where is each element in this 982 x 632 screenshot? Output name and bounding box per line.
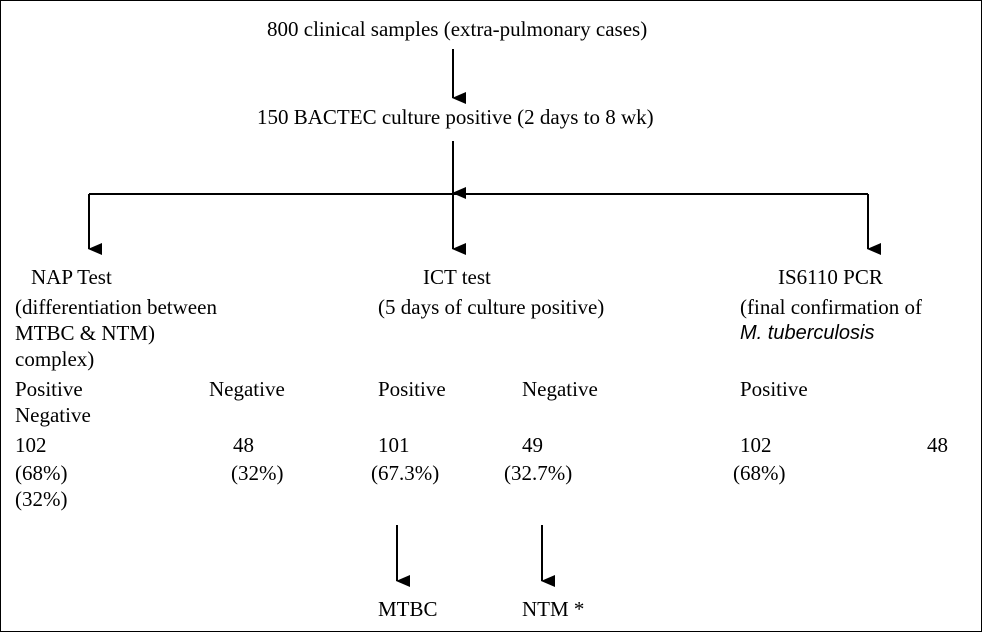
- ict-positive-pct: (67.3%): [371, 461, 440, 485]
- nap-negative-label: Negative: [209, 377, 285, 401]
- nap-positive-label: Positive: [15, 377, 83, 401]
- pcr-positive-pct: (68%): [733, 461, 786, 485]
- pcr-desc-organism: M. tuberculosis: [740, 322, 875, 344]
- nap-desc-line3: MTBC & NTM): [15, 321, 156, 345]
- nap-positive-pct: (68%): [15, 461, 68, 485]
- pcr-negative-count: 48: [927, 433, 948, 457]
- pcr-positive-count: 102: [740, 433, 772, 457]
- nap-desc-line4: complex): [15, 347, 95, 371]
- nap-title: NAP Test: [31, 265, 112, 289]
- ict-positive-count: 101: [378, 433, 410, 457]
- nap-positive-count: 102: [15, 433, 47, 457]
- title-samples: 800 clinical samples (extra-pulmonary ca…: [267, 17, 648, 41]
- nap-negative-count: 48: [233, 433, 254, 457]
- ict-desc: (5 days of culture positive): [378, 295, 605, 319]
- nap-negative-pct-wrap: (32%): [15, 487, 68, 511]
- ict-positive-label: Positive: [378, 377, 446, 401]
- nap-negative-label-wrap: Negative: [15, 403, 91, 427]
- nap-negative-pct: (32%): [231, 461, 284, 485]
- pcr-desc-line2: (final confirmation of: [740, 295, 922, 319]
- nap-desc-line2: (differentiation between: [15, 295, 217, 319]
- pcr-positive-label: Positive: [740, 377, 808, 401]
- bactec-positive: 150 BACTEC culture positive (2 days to 8…: [257, 105, 654, 129]
- ict-negative-count: 49: [522, 433, 543, 457]
- mtbc-result: MTBC: [378, 597, 438, 621]
- ict-negative-pct: (32.7%): [504, 461, 573, 485]
- ict-title: ICT test: [423, 265, 491, 289]
- pcr-title: IS6110 PCR: [778, 265, 883, 289]
- ntm-result: NTM *: [522, 597, 585, 621]
- ict-negative-label: Negative: [522, 377, 598, 401]
